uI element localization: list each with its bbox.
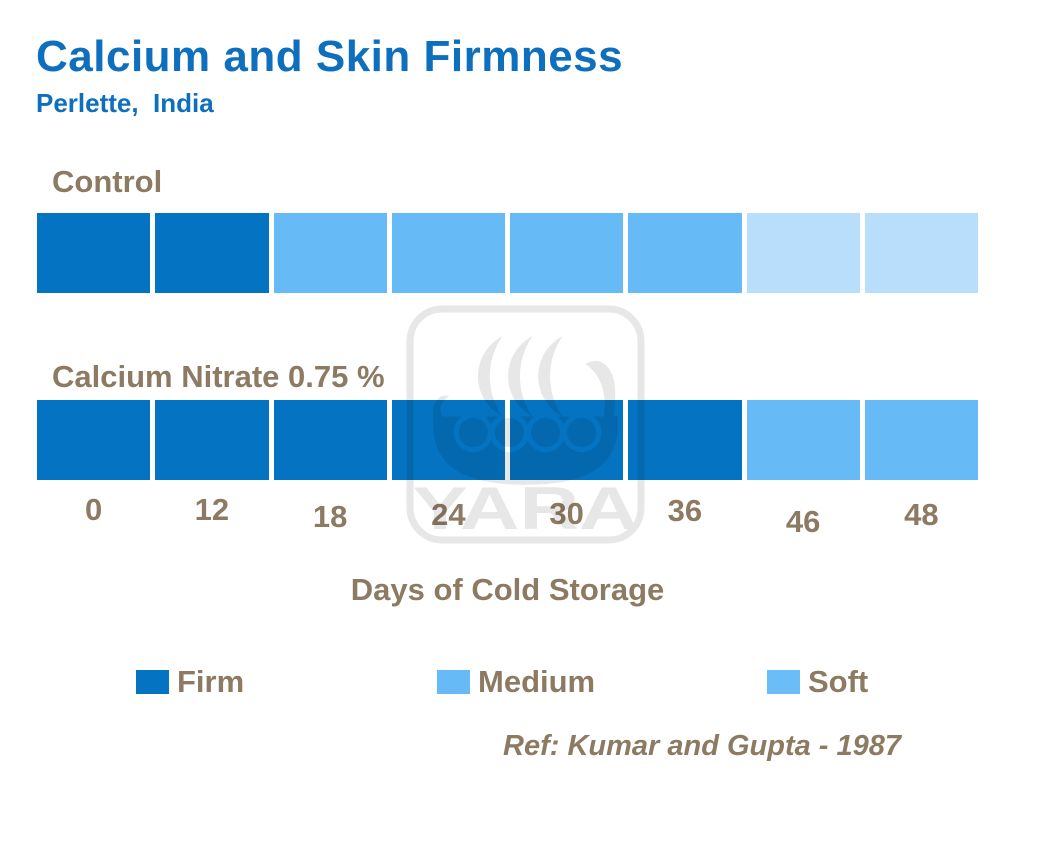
legend-label-firm: Firm (177, 664, 245, 699)
bar-segment-firm (155, 213, 269, 293)
x-tick-30: 30 (549, 496, 584, 531)
x-tick-24: 24 (431, 497, 466, 532)
chart-subtitle: Perlette, India (36, 88, 214, 118)
x-tick-36: 36 (667, 493, 703, 528)
legend: Firm Medium Soft (0, 660, 1051, 704)
bar-segment-firm (510, 400, 624, 480)
bar-segment-medium (391, 213, 505, 293)
bar-segment-medium (864, 400, 978, 480)
bar-segment-firm (273, 400, 387, 480)
row-label-calcium-nitrate: Calcium Nitrate 0.75 % (52, 359, 385, 394)
x-tick-48: 48 (904, 497, 939, 532)
legend-swatch-firm (136, 670, 169, 694)
row-label-control: Control (52, 164, 163, 199)
bar-segment-medium (510, 213, 624, 293)
bar-segment-firm (155, 400, 269, 480)
bar-segment-medium (273, 213, 387, 293)
legend-item-firm: Firm (136, 660, 244, 704)
x-axis-ticks: 0 12 18 24 30 36 46 48 (37, 492, 978, 539)
x-tick-12: 12 (194, 492, 230, 527)
bar-row-calcium-nitrate (37, 400, 978, 480)
bar-segment-firm (628, 400, 742, 480)
x-tick-0: 0 (85, 492, 103, 527)
x-tick-18: 18 (312, 499, 348, 534)
bar-segment-soft (746, 213, 860, 293)
bar-segment-medium (628, 213, 742, 293)
legend-swatch-soft (767, 670, 800, 694)
legend-swatch-medium (437, 670, 470, 694)
legend-item-medium: Medium (437, 660, 595, 704)
bar-segment-firm (37, 400, 151, 480)
legend-item-soft: Soft (767, 660, 868, 704)
bar-segment-soft (864, 213, 978, 293)
bar-segment-firm (391, 400, 505, 480)
legend-label-medium: Medium (478, 664, 596, 699)
chart-title: Calcium and Skin Firmness (36, 32, 624, 81)
bar-segment-medium (746, 400, 860, 480)
x-tick-46: 46 (785, 504, 821, 539)
x-axis-title: Days of Cold Storage (350, 572, 665, 607)
reference-text: Ref: Kumar and Gupta - 1987 (503, 730, 902, 762)
bar-segment-firm (37, 213, 151, 293)
legend-label-soft: Soft (808, 664, 869, 699)
bar-row-control (37, 213, 978, 293)
